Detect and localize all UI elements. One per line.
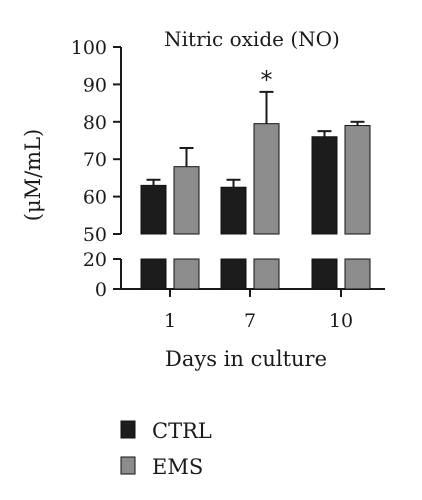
legend-swatch-ctrl: [120, 420, 136, 439]
legend-label-ems: EMS: [152, 455, 203, 479]
x-tick-label: 10: [329, 310, 353, 332]
y-tick-label: 60: [83, 187, 107, 209]
chart-title: Nitric oxide (NO): [164, 27, 340, 51]
legend: CTRL EMS: [120, 419, 212, 479]
x-tick-label: 1: [164, 310, 176, 332]
y-tick-label: 90: [83, 74, 107, 96]
y-tick-label: 80: [83, 112, 107, 134]
bars: *: [140, 66, 371, 290]
bar-ems-1: [173, 166, 200, 235]
bar-lower-ems-7: [253, 258, 280, 290]
x-axis-label: Days in culture: [165, 347, 327, 371]
bar-lower-ctrl-10: [311, 258, 338, 290]
y-tick-label: 0: [95, 279, 107, 301]
legend-label-ctrl: CTRL: [152, 419, 212, 443]
axes: 50 60 70 80 90 100 0 20 1 7 10: [71, 37, 385, 332]
y-tick-label: 70: [83, 149, 107, 171]
x-tick-label: 7: [244, 310, 256, 332]
legend-swatch-ems: [120, 456, 136, 475]
y-axis-label: (μM/mL): [21, 129, 45, 221]
bar-ctrl-7: [220, 186, 247, 235]
y-tick-label: 50: [83, 224, 107, 246]
bar-ctrl-1: [140, 184, 167, 235]
bar-ems-7: [253, 123, 280, 235]
bar-lower-ems-10: [344, 258, 371, 290]
bar-lower-ctrl-7: [220, 258, 247, 290]
y-tick-label: 100: [71, 37, 107, 59]
bar-ems-10: [344, 125, 371, 235]
bar-lower-ems-1: [173, 258, 200, 290]
y-tick-label: 20: [83, 249, 107, 271]
bar-ctrl-10: [311, 136, 338, 235]
significance-marker: *: [261, 66, 273, 94]
bar-lower-ctrl-1: [140, 258, 167, 290]
